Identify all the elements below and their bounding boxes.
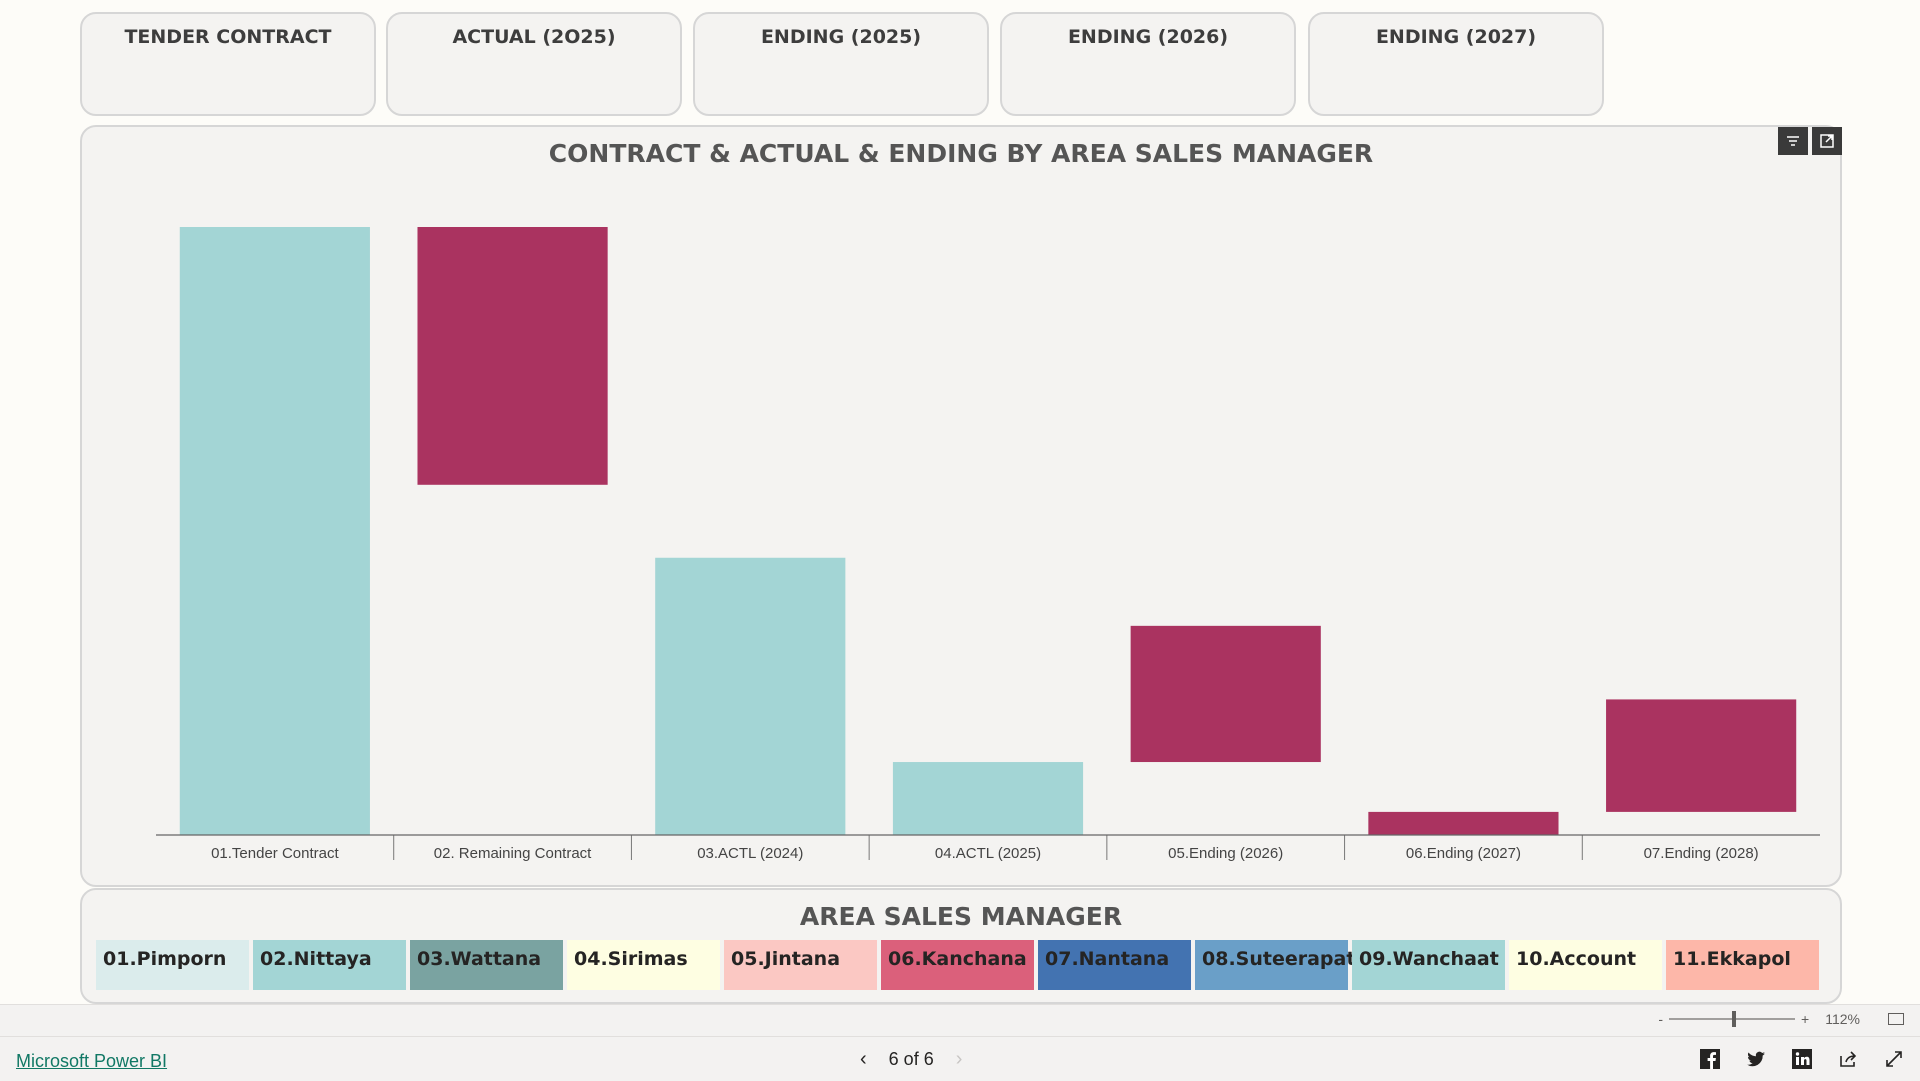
waterfall-bar[interactable] (417, 227, 608, 485)
previous-page-button[interactable]: ‹ (860, 1048, 867, 1070)
page-indicator: 6 of 6 (888, 1049, 934, 1069)
share-toolbar (1698, 1047, 1906, 1071)
slicer-item[interactable]: 11.Ekkapol (1666, 940, 1819, 990)
slicer-item[interactable]: 09.Wanchaat (1352, 940, 1505, 990)
filter-icon[interactable] (1778, 127, 1808, 155)
kpi-card-title: ENDING (2025) (760, 26, 922, 48)
slicer-item[interactable]: 08.Suteerapat (1195, 940, 1355, 990)
waterfall-bar[interactable] (179, 227, 370, 835)
next-page-button[interactable]: › (955, 1048, 963, 1070)
slicer-item[interactable]: 02.Nittaya (253, 940, 406, 990)
waterfall-bar[interactable] (1606, 699, 1797, 812)
waterfall-bar[interactable] (655, 557, 846, 835)
linkedin-icon[interactable] (1790, 1047, 1814, 1071)
page-navigator: ‹ 6 of 6 › (860, 1048, 962, 1071)
zoom-slider[interactable] (1669, 1011, 1796, 1027)
waterfall-bar[interactable] (892, 762, 1084, 835)
slicer-item[interactable]: 03.Wattana (410, 940, 563, 990)
kpi-card-actual-2025: ACTUAL (2O25) (386, 12, 682, 116)
kpi-card-ending-2026: ENDING (2026) (1000, 12, 1296, 116)
zoom-control: - + 112% (1658, 1011, 1860, 1027)
x-tick-label: 06.Ending (2027) (1406, 845, 1521, 862)
facebook-icon[interactable] (1698, 1047, 1722, 1071)
slicer-item[interactable]: 01.Pimporn (96, 940, 249, 990)
kpi-card-ending-2027: ENDING (2027) (1308, 12, 1604, 116)
power-bi-footer: Microsoft Power BI ‹ 6 of 6 › (0, 1036, 1920, 1081)
kpi-card-title: ENDING (2026) (1067, 26, 1229, 48)
zoom-bar: - + 112% (0, 1004, 1920, 1037)
slicer-item[interactable]: 07.Nantana (1038, 940, 1191, 990)
x-tick-label: 07.Ending (2028) (1644, 845, 1759, 862)
x-tick-label: 01.Tender Contract (211, 845, 339, 862)
slicer-item[interactable]: 10.Account (1509, 940, 1662, 990)
waterfall-bar[interactable] (1130, 625, 1321, 763)
chart-plot-area: 01.Tender Contract 02. Remaining Contract… (156, 227, 1820, 862)
kpi-card-title: ACTUAL (2O25) (452, 26, 616, 48)
x-tick-label: 05.Ending (2026) (1168, 845, 1283, 862)
waterfall-chart-visual[interactable]: CONTRACT & ACTUAL & ENDING BY AREA SALES… (80, 125, 1842, 887)
area-sales-manager-slicer: AREA SALES MANAGER 01.Pimporn 02.Nittaya 0… (80, 888, 1842, 1004)
slicer-item[interactable]: 05.Jintana (724, 940, 877, 990)
focus-mode-icon[interactable] (1812, 127, 1842, 155)
kpi-card-title: ENDING (2027) (1375, 26, 1537, 48)
share-icon[interactable] (1836, 1047, 1860, 1071)
slicer-item[interactable]: 06.Kanchana (881, 940, 1034, 990)
fullscreen-icon[interactable] (1882, 1047, 1906, 1071)
zoom-level: 112% (1825, 1011, 1860, 1027)
zoom-slider-thumb[interactable] (1732, 1011, 1737, 1027)
kpi-card-tender-contract: TENDER CONTRACT (80, 12, 376, 116)
fit-to-page-icon[interactable] (1888, 1013, 1904, 1025)
slicer-item[interactable]: 04.Sirimas (567, 940, 720, 990)
x-tick-label: 03.ACTL (2024) (697, 845, 803, 862)
chart-title: CONTRACT & ACTUAL & ENDING BY AREA SALES… (548, 139, 1374, 168)
zoom-out-button[interactable]: - (1658, 1011, 1664, 1027)
slicer-items: 01.Pimporn 02.Nittaya 03.Wattana 04.Sirimas… (96, 940, 1819, 990)
kpi-card-title: TENDER CONTRACT (124, 26, 332, 48)
twitter-icon[interactable] (1744, 1047, 1768, 1071)
x-tick-label: 04.ACTL (2025) (935, 845, 1041, 862)
x-tick-label: 02. Remaining Contract (434, 845, 592, 862)
waterfall-bar[interactable] (1368, 811, 1559, 835)
power-bi-link[interactable]: Microsoft Power BI (16, 1051, 168, 1071)
slicer-title: AREA SALES MANAGER (799, 902, 1123, 931)
zoom-in-button[interactable]: + (1801, 1011, 1810, 1027)
kpi-card-ending-2025: ENDING (2025) (693, 12, 989, 116)
